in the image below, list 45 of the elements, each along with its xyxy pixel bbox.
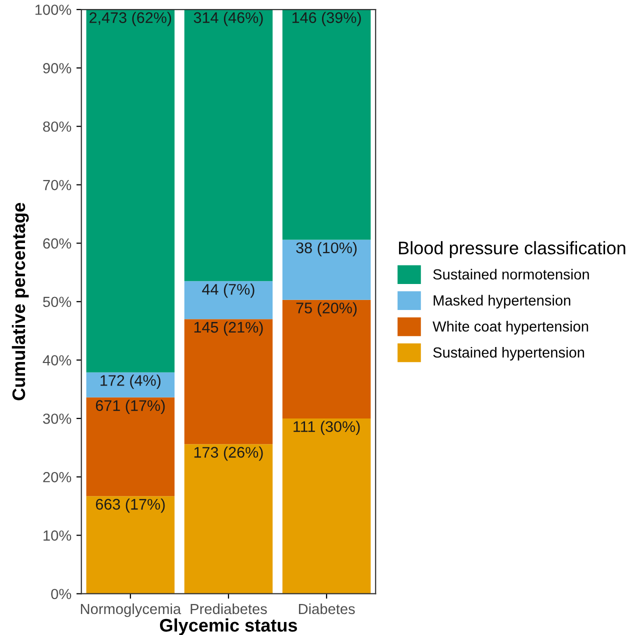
legend-label: Masked hypertension: [434, 294, 570, 308]
x-tick-label: Diabetes: [298, 603, 355, 614]
legend-label: Sustained normotension: [433, 268, 589, 280]
data-label: 146 (39%): [292, 12, 361, 26]
bar: [86, 372, 175, 398]
bar: [282, 418, 371, 594]
data-label: 145 (21%): [194, 321, 263, 336]
bar: [282, 10, 371, 240]
data-label: 671 (17%): [96, 400, 165, 414]
y-tick-label: 10%: [44, 530, 72, 541]
legend-label: White coat hypertension: [432, 320, 588, 335]
bar: [184, 10, 273, 282]
data-label: 173 (26%): [194, 446, 263, 461]
x-tick-label: Normoglycemia: [80, 603, 182, 618]
y-tick-label: 40%: [42, 355, 72, 366]
bar: [86, 397, 175, 496]
data-label: 172 (4%): [100, 374, 160, 389]
legend-label: Sustained hypertension: [433, 346, 584, 361]
y-tick-label: 20%: [43, 472, 72, 482]
bar: [86, 10, 175, 372]
data-label: 75 (20%): [296, 302, 357, 316]
bar: [282, 240, 371, 300]
data-label: 314 (46%): [194, 12, 263, 26]
y-axis-title: Cumulative percentage: [12, 202, 29, 400]
bar: [86, 496, 175, 594]
y-tick-label: 60%: [43, 238, 72, 249]
data-label: 38 (10%): [296, 242, 357, 256]
y-tick-label: 30%: [43, 414, 72, 424]
y-tick-label: 100%: [35, 4, 72, 15]
bar: [184, 319, 273, 444]
bar: [184, 281, 273, 320]
y-tick-label: 50%: [43, 296, 72, 308]
y-tick-label: 0%: [51, 588, 72, 600]
data-label: 44 (7%): [202, 284, 254, 298]
bar: [184, 444, 273, 594]
y-tick-label: 70%: [43, 180, 72, 190]
x-axis-title: Glycemic status: [160, 618, 297, 635]
data-label: 111 (30%): [294, 420, 360, 436]
data-label: 663 (17%): [96, 498, 165, 513]
legend-title: Blood pressure classification: [399, 241, 626, 258]
x-tick-label: Prediabetes: [190, 603, 267, 614]
bar: [282, 300, 371, 418]
y-tick-label: 90%: [43, 63, 72, 74]
y-tick-label: 80%: [43, 121, 72, 132]
data-label: 2,473 (62%): [90, 12, 172, 26]
